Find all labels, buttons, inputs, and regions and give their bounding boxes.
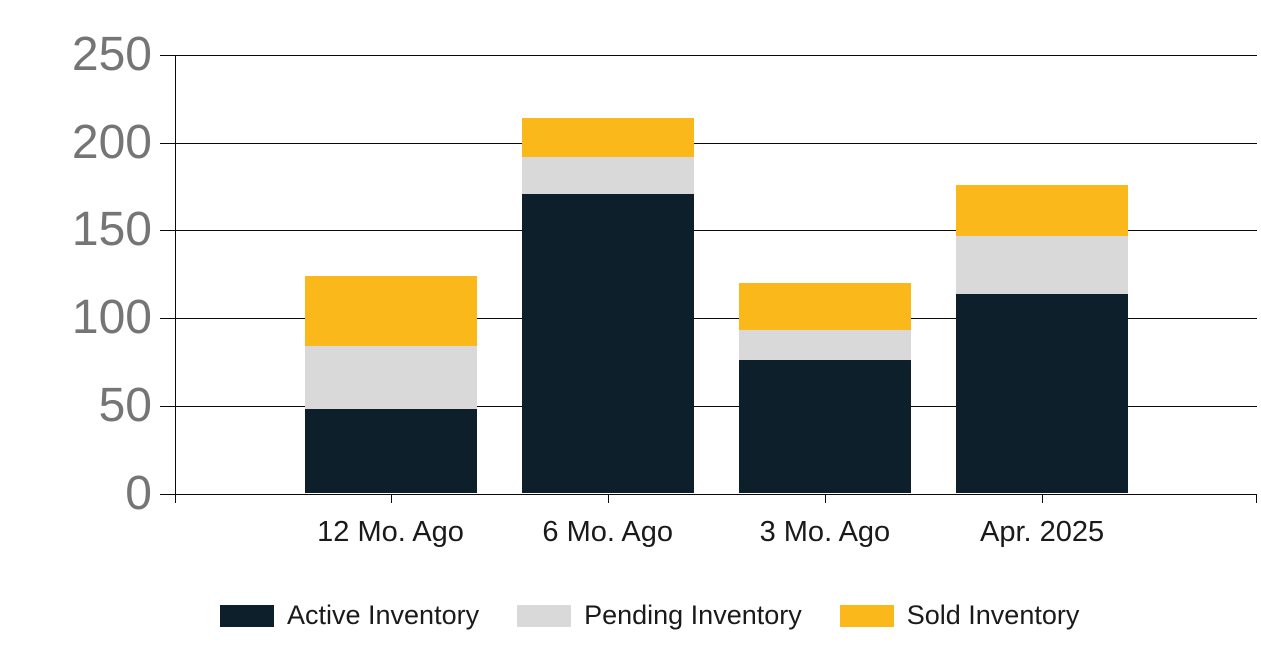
gridline xyxy=(160,230,1257,232)
bar-segment xyxy=(304,409,477,494)
y-tick-label: 0 xyxy=(125,466,152,520)
bar-segment xyxy=(956,184,1129,236)
bar-segment xyxy=(956,293,1129,494)
x-tick-label: 3 Mo. Ago xyxy=(759,516,891,548)
x-tick xyxy=(1042,493,1044,503)
x-tick xyxy=(390,493,392,503)
y-tick-label: 150 xyxy=(71,203,152,257)
legend-label: Active Inventory xyxy=(287,600,480,630)
legend-label: Pending Inventory xyxy=(584,600,802,630)
bar-segment xyxy=(738,283,911,331)
y-tick-label: 50 xyxy=(98,378,152,432)
legend-swatch xyxy=(839,604,894,627)
bar-segment xyxy=(956,235,1129,294)
y-tick-label: 250 xyxy=(71,28,152,81)
x-tick xyxy=(824,493,826,503)
x-tick xyxy=(607,493,609,503)
legend-label: Sold Inventory xyxy=(906,600,1080,630)
legend-item: Sold Inventory xyxy=(839,600,1080,630)
x-tick-label: Apr. 2025 xyxy=(980,516,1105,548)
gridline xyxy=(160,142,1257,144)
x-axis-end-tick xyxy=(1256,493,1257,503)
bar-segment xyxy=(738,330,911,361)
x-tick-label: 12 Mo. Ago xyxy=(317,516,464,548)
gridline xyxy=(160,405,1257,407)
legend-swatch xyxy=(220,604,274,627)
gridline xyxy=(160,318,1257,320)
bar-segment xyxy=(304,276,477,347)
y-axis-line xyxy=(175,55,176,503)
y-tick-label: 100 xyxy=(71,291,152,345)
bar-segment xyxy=(521,193,694,494)
bar-segment xyxy=(521,156,694,194)
legend-item: Active Inventory xyxy=(220,602,479,629)
y-tick-label: 200 xyxy=(71,115,152,169)
legend: Active Inventory Pending Inventory Sold In… xyxy=(220,602,1079,629)
x-tick-label: 6 Mo. Ago xyxy=(542,516,673,548)
legend-swatch xyxy=(517,604,572,627)
gridline xyxy=(160,493,1257,495)
bar-segment xyxy=(521,118,694,157)
bar-segment xyxy=(738,360,911,494)
gridline xyxy=(160,55,1257,56)
legend-item: Pending Inventory xyxy=(517,602,802,629)
bar-segment xyxy=(304,346,477,410)
